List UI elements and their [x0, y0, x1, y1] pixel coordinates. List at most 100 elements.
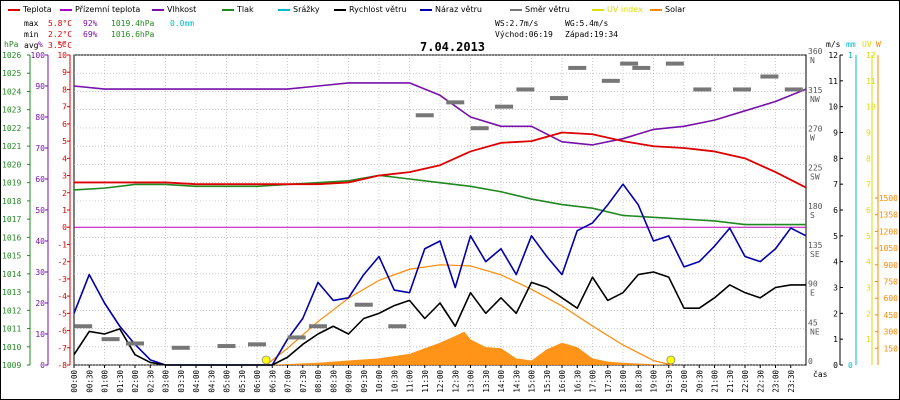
tick-label-wm2: 150: [884, 344, 899, 353]
legend-label: Náraz větru: [435, 5, 482, 14]
tick-label-ms: 9: [833, 129, 838, 138]
tick-label-dir: 315: [808, 86, 823, 95]
tick-label-wm2: 750: [884, 278, 899, 287]
wind-direction-mark: [784, 87, 803, 92]
wind-direction-mark: [632, 65, 651, 70]
axis-hpa-title: hPa: [4, 40, 19, 49]
tick-label-x: 13:30: [482, 370, 491, 393]
axis-x-title: čas: [813, 369, 828, 379]
wind-direction-mark: [760, 74, 779, 79]
stat-min-hum: 69%: [83, 30, 98, 39]
stat-min-label: min: [24, 30, 39, 39]
wind-direction-mark: [74, 324, 93, 329]
tick-label-x: 12:30: [451, 370, 460, 393]
tick-label-pct: 80: [35, 113, 45, 122]
tick-label-hpa: 1009: [2, 361, 21, 370]
wind-direction-mark: [248, 342, 266, 347]
sunset: Západ:19:34: [565, 30, 618, 39]
tick-label-uv: 6: [866, 206, 871, 215]
tick-label-hpa: 1014: [2, 270, 21, 279]
tick-label-x: 07:30: [299, 370, 308, 393]
tick-label-x: 21:00: [711, 370, 720, 393]
tick-label-x: 01:00: [101, 370, 110, 393]
wind-direction-mark: [620, 61, 639, 66]
tick-label-ms: 4: [833, 258, 838, 267]
tick-label-dir-name: SW: [810, 172, 820, 181]
tick-label-x: 09:30: [360, 370, 369, 393]
tick-label-x: 02:30: [146, 370, 155, 393]
plot-area: [73, 54, 807, 366]
tick-label-x: 18:30: [634, 370, 643, 393]
tick-label-ms: 6: [833, 206, 838, 215]
tick-label-x: 19:30: [665, 370, 674, 393]
tick-label-wm2: 1050: [879, 244, 898, 253]
wind-direction-mark: [388, 324, 407, 329]
tick-label-x: 15:00: [528, 370, 537, 393]
tick-label-hpa: 1019: [2, 179, 21, 188]
tick-label-uv: 2: [866, 309, 871, 318]
tick-label-ms: 7: [833, 180, 838, 189]
tick-label-ms: 2: [833, 309, 838, 318]
tick-label-x: 09:00: [345, 370, 354, 393]
tick-label-pct: 10: [35, 330, 45, 339]
tick-label-uv: 3: [866, 284, 871, 293]
tick-label-temp: -3: [57, 275, 67, 284]
tick-label-dir: 360: [808, 47, 823, 56]
tick-label-x: 00:30: [85, 370, 94, 393]
tick-label-x: 18:00: [619, 370, 628, 393]
tick-label-x: 15:30: [543, 370, 552, 393]
tick-label-x: 16:00: [558, 370, 567, 393]
stat-avg-label: avg: [24, 41, 39, 50]
tick-label-x: 04:30: [207, 370, 216, 393]
tick-label-x: 14:30: [512, 370, 521, 393]
tick-label-dir-name: E: [810, 289, 815, 298]
tick-label-pct: 30: [35, 268, 45, 277]
tick-label-pct: 60: [35, 175, 45, 184]
tick-label-dir: 45: [808, 318, 818, 327]
tick-label-temp: 2: [62, 189, 67, 198]
tick-label-x: 10:00: [375, 370, 384, 393]
tick-label-temp: 4: [62, 154, 67, 163]
tick-label-x: 04:00: [192, 370, 201, 393]
wind-direction-mark: [126, 341, 144, 346]
tick-label-x: 13:00: [467, 370, 476, 393]
tick-label-pct: 0: [40, 361, 45, 370]
legend-swatch: [278, 8, 290, 11]
wind-direction-mark: [354, 302, 373, 307]
legend-item-1: Přízemní teplota: [60, 5, 140, 14]
legend-swatch: [152, 8, 164, 11]
tick-label-wm2: 1350: [879, 211, 898, 220]
tick-label-temp: 7: [62, 103, 67, 112]
tick-label-temp: 6: [62, 120, 67, 129]
sunset-marker: [666, 355, 676, 365]
tick-label-uv: 11: [866, 77, 876, 86]
axis-mm-title: mm: [846, 40, 856, 49]
tick-label-pct: 90: [35, 82, 45, 91]
tick-label-wm2: 900: [884, 261, 899, 270]
tick-label-x: 23:00: [772, 370, 781, 393]
tick-label-x: 19:00: [650, 370, 659, 393]
tick-label-x: 03:30: [177, 370, 186, 393]
stat-min-temp: 2.2°C: [48, 30, 73, 39]
tick-label-x: 05:00: [223, 370, 232, 393]
tick-label-hpa: 1025: [2, 69, 21, 78]
tick-label-temp: 1: [62, 206, 67, 215]
stat-avg-temp: 3.5°C: [48, 41, 73, 50]
tick-label-temp: 0: [62, 223, 67, 232]
legend-label: Přízemní teplota: [75, 5, 141, 14]
tick-label-dir-name: NE: [810, 327, 820, 336]
tick-label-uv: 1: [866, 335, 871, 344]
tick-label-x: 08:30: [329, 370, 338, 393]
tick-label-x: 20:00: [680, 370, 689, 393]
tick-label-x: 10:30: [390, 370, 399, 393]
tick-label-x: 03:00: [162, 370, 171, 393]
tick-label-pct: 50: [35, 206, 45, 215]
tick-label-x: 16:30: [573, 370, 582, 393]
tick-label-temp: -8: [57, 361, 67, 370]
wind-direction-mark: [309, 324, 327, 329]
tick-label-ms: 10: [828, 103, 838, 112]
tick-label-x: 14:00: [497, 370, 506, 393]
tick-label-x: 07:00: [284, 370, 293, 393]
tick-label-x: 06:00: [253, 370, 262, 393]
series-pressure: [73, 174, 806, 226]
